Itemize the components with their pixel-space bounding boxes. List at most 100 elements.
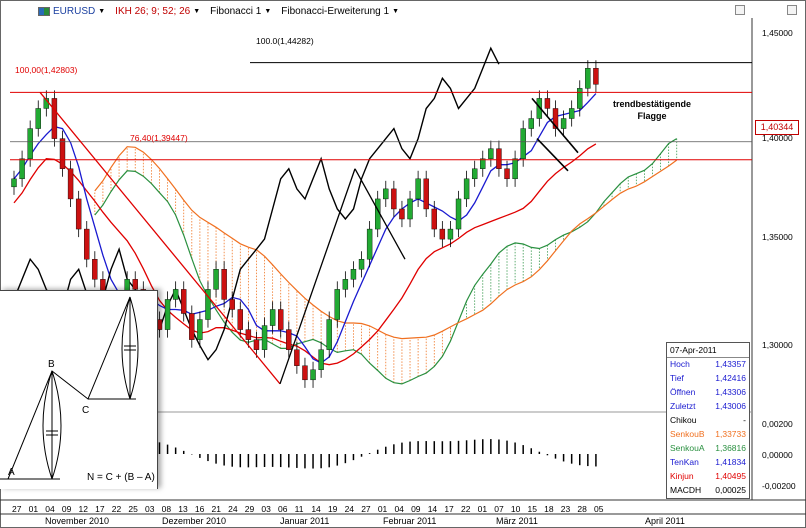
info-panel: 07-Apr-2011 Hoch 1,43357 Tief 1,42416 Öffnen… xyxy=(666,342,750,499)
candle-body xyxy=(245,329,252,340)
day-label: 27 xyxy=(361,504,371,514)
toolbar: EURUSD ▼ IKH 26; 9; 52; 26 ▼ Fibonacci 1… xyxy=(38,4,399,18)
candle-body xyxy=(504,168,510,180)
info-row-value: 1,43006 xyxy=(715,401,746,411)
inset-label-a: A xyxy=(8,467,15,478)
candle-body xyxy=(75,198,82,230)
candle-body xyxy=(528,118,534,129)
fibonacci-extension-label: Fibonacci-Erweiterung 1 xyxy=(281,5,390,17)
candle-body xyxy=(399,208,405,220)
impulse-line xyxy=(279,168,356,385)
info-row: TenKan 1,41834 xyxy=(667,456,749,470)
candle-body xyxy=(350,269,357,280)
candle-body xyxy=(552,108,559,129)
day-label: 04 xyxy=(394,504,404,514)
flag-upper-line xyxy=(531,97,579,154)
info-row-value: 0,00025 xyxy=(715,485,746,495)
candle-body xyxy=(544,98,551,109)
info-row-label: SenkouA xyxy=(670,443,705,453)
flag-annotation: trendbestätigende Flagge xyxy=(607,98,697,122)
symbol-label: EURUSD xyxy=(53,5,96,17)
day-label: 10 xyxy=(510,504,521,514)
day-label: 29 xyxy=(244,504,255,514)
candle-body xyxy=(560,118,567,129)
info-row-value: 1,42416 xyxy=(715,373,746,383)
month-label: November 2010 xyxy=(45,516,110,526)
chevron-down-icon: ▼ xyxy=(264,7,272,15)
eur-usd-flag-icon xyxy=(38,6,50,16)
candle-body xyxy=(366,228,373,260)
senkou-a-line xyxy=(94,138,678,385)
candle-body xyxy=(512,158,518,180)
candle-body xyxy=(181,289,187,314)
day-label: 01 xyxy=(477,504,488,514)
fibonacci-extension-selector[interactable]: Fibonacci-Erweiterung 1 ▼ xyxy=(281,4,399,18)
chevron-down-icon: ▼ xyxy=(392,7,400,15)
price-tick: 1,45000 xyxy=(762,28,793,38)
day-label: 18 xyxy=(544,504,554,514)
candle-body xyxy=(205,289,211,320)
candle-body xyxy=(84,228,90,260)
candle-body xyxy=(568,108,575,119)
candle-body xyxy=(447,228,454,240)
info-row-value: 1,36816 xyxy=(715,443,746,453)
candle-body xyxy=(164,299,171,330)
info-row-label: Hoch xyxy=(670,359,690,369)
info-row: MACDH 0,00025 xyxy=(667,484,749,498)
candle-body xyxy=(310,369,316,381)
fib-level-lower-label: 76,40(1,39447) xyxy=(130,133,188,143)
info-row: Öffnen 1,43306 xyxy=(667,386,749,400)
correction-line xyxy=(354,168,406,260)
day-label: 03 xyxy=(261,504,271,514)
day-label: 13 xyxy=(178,504,188,514)
candle-body xyxy=(407,198,413,220)
info-row: SenkouB 1,33733 xyxy=(667,428,749,442)
month-label: Januar 2011 xyxy=(280,516,330,526)
candle-body xyxy=(132,279,138,290)
day-label: 12 xyxy=(78,504,88,514)
info-row-label: TenKan xyxy=(670,457,699,467)
ichimoku-cloud xyxy=(94,138,678,384)
day-label: 22 xyxy=(111,504,122,514)
info-row-value: 1,33733 xyxy=(715,429,746,439)
candle-body xyxy=(278,309,284,330)
fib-trend-line xyxy=(39,91,281,385)
candle-body xyxy=(172,289,179,300)
ikh-indicator-selector[interactable]: IKH 26; 9; 52; 26 ▼ xyxy=(115,4,200,18)
close-button[interactable] xyxy=(787,5,797,15)
day-label: 14 xyxy=(427,504,438,514)
day-label: 23 xyxy=(560,504,571,514)
info-row-value: - xyxy=(743,415,746,425)
candle-body xyxy=(455,198,462,230)
candle-body xyxy=(496,148,502,169)
window-button[interactable] xyxy=(735,5,745,15)
info-row-value: 1,41834 xyxy=(715,457,746,467)
senkou-b-line xyxy=(94,146,678,340)
day-label: 19 xyxy=(327,504,338,514)
symbol-selector[interactable]: EURUSD ▼ xyxy=(38,4,105,18)
candle-body xyxy=(269,309,276,326)
month-label: April 2011 xyxy=(645,516,685,526)
chevron-down-icon: ▼ xyxy=(193,7,201,15)
info-row-label: Kinjun xyxy=(670,471,694,481)
annotation-text: trendbestätigende Flagge xyxy=(612,99,691,121)
day-label: 01 xyxy=(377,504,388,514)
inset-label-c: C xyxy=(82,405,90,416)
ikh-label: IKH 26; 9; 52; 26 xyxy=(115,5,191,17)
macd-tick: 0,00000 xyxy=(762,450,793,460)
current-price-badge: 1,40344 xyxy=(755,120,799,135)
candle-body xyxy=(35,108,41,129)
candle-body xyxy=(383,188,389,200)
candle-body xyxy=(326,319,332,350)
inset-formula: N = C + (B – A) xyxy=(87,472,155,483)
candle-body xyxy=(431,208,437,230)
fibonacci-selector[interactable]: Fibonacci 1 ▼ xyxy=(210,4,271,18)
candle-body xyxy=(439,228,446,240)
candle-body xyxy=(593,68,599,85)
candle-body xyxy=(480,158,486,169)
month-label: März 2011 xyxy=(496,516,538,526)
info-row: Chikou - xyxy=(667,414,749,428)
day-label: 07 xyxy=(494,504,504,514)
info-row-label: SenkouB xyxy=(670,429,705,439)
